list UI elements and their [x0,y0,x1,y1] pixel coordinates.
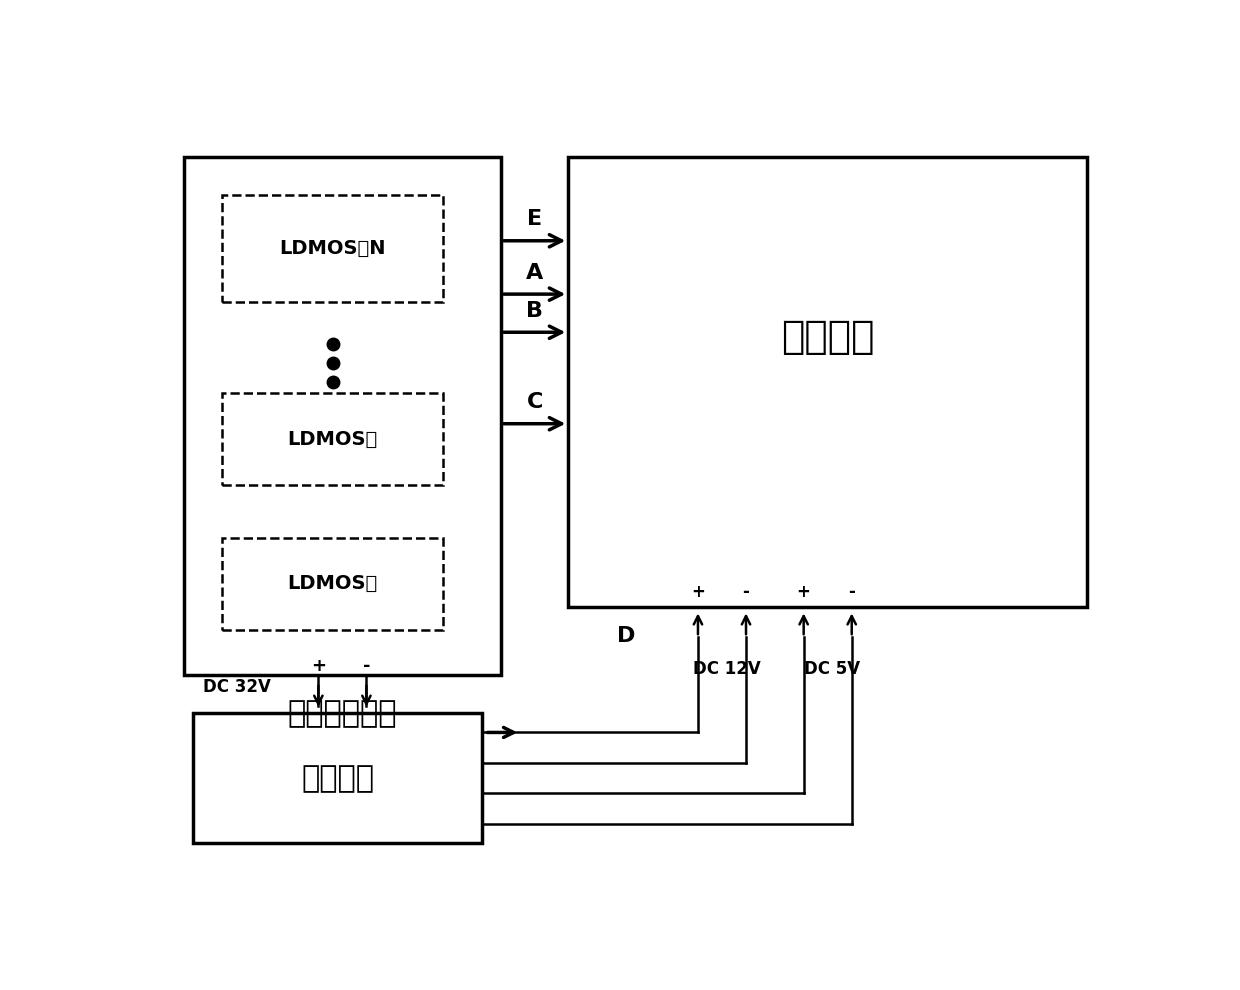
Text: +: + [691,582,704,601]
Bar [184,156,501,675]
Text: DC 12V: DC 12V [693,660,760,678]
Text: 控制模块: 控制模块 [781,318,874,355]
Text: C: C [527,392,543,412]
Text: E: E [527,209,542,230]
Text: -: - [848,582,856,601]
Text: LDMOS管: LDMOS管 [288,430,378,448]
Text: DC 5V: DC 5V [805,660,861,678]
Text: A: A [526,262,543,283]
Text: 半导体功率源: 半导体功率源 [288,699,397,728]
Text: -: - [743,582,749,601]
Text: B: B [526,301,543,321]
Bar [222,195,444,302]
Text: -: - [362,657,371,675]
Bar [193,714,481,843]
Text: LDMOS管N: LDMOS管N [279,239,386,257]
Text: 供电电源: 供电电源 [301,763,374,793]
Bar [222,393,444,485]
Text: D: D [618,626,635,645]
Bar [222,539,444,630]
Text: LDMOS管: LDMOS管 [288,574,378,593]
Text: +: + [311,657,326,675]
Bar [568,156,1087,607]
Text: +: + [797,582,811,601]
Text: DC 32V: DC 32V [203,678,270,696]
